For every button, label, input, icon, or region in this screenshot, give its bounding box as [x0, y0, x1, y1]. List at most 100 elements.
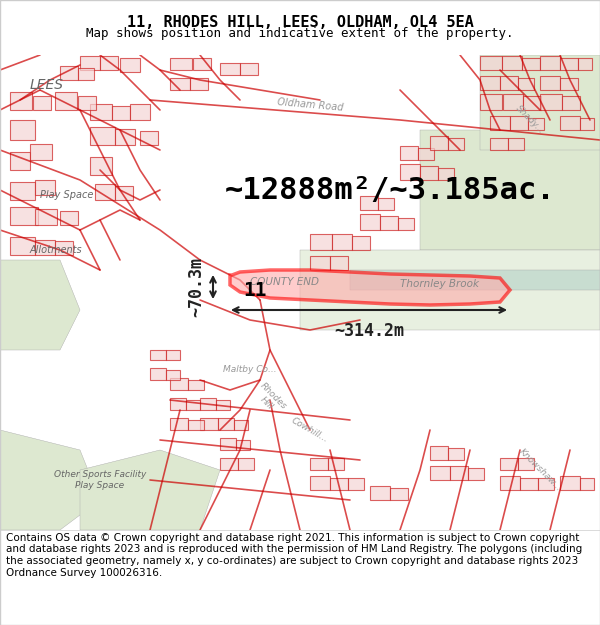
- Text: Allotments: Allotments: [30, 245, 83, 255]
- Bar: [538, 478, 554, 490]
- Bar: [200, 398, 216, 410]
- Bar: [398, 218, 414, 230]
- Bar: [115, 129, 135, 145]
- Bar: [380, 216, 398, 230]
- Bar: [540, 94, 562, 110]
- Bar: [188, 380, 204, 390]
- Bar: [120, 58, 140, 72]
- Bar: [540, 56, 560, 70]
- Bar: [78, 68, 94, 80]
- Bar: [480, 94, 502, 110]
- Text: ~314.2m: ~314.2m: [334, 322, 404, 340]
- Bar: [528, 118, 544, 130]
- Bar: [100, 56, 118, 70]
- Bar: [500, 476, 520, 490]
- Bar: [500, 76, 518, 90]
- Bar: [448, 448, 464, 460]
- Bar: [352, 236, 370, 250]
- Bar: [360, 196, 378, 210]
- Bar: [560, 476, 580, 490]
- Bar: [310, 256, 330, 270]
- Polygon shape: [300, 250, 600, 330]
- Text: Cowhill...: Cowhill...: [290, 416, 330, 444]
- Bar: [30, 144, 52, 160]
- Bar: [448, 138, 464, 150]
- Text: Shady...: Shady...: [514, 104, 546, 136]
- Bar: [216, 400, 230, 410]
- Bar: [10, 120, 35, 140]
- Bar: [510, 116, 528, 130]
- Bar: [522, 58, 540, 70]
- Bar: [190, 78, 208, 90]
- Bar: [35, 180, 55, 195]
- Bar: [430, 136, 448, 150]
- Bar: [90, 104, 112, 120]
- Bar: [170, 398, 186, 410]
- Bar: [560, 78, 578, 90]
- Bar: [348, 478, 364, 490]
- Bar: [508, 138, 524, 150]
- Bar: [468, 468, 484, 480]
- Text: LEES: LEES: [30, 78, 64, 92]
- Polygon shape: [420, 130, 600, 250]
- Bar: [55, 92, 77, 110]
- Bar: [480, 56, 502, 70]
- Text: ~12888m²/~3.185ac.: ~12888m²/~3.185ac.: [224, 176, 556, 204]
- Bar: [166, 350, 180, 360]
- Bar: [90, 157, 112, 175]
- Bar: [310, 476, 330, 490]
- Bar: [220, 438, 236, 450]
- Bar: [10, 207, 38, 225]
- Bar: [330, 256, 348, 270]
- Text: ~70.3m: ~70.3m: [187, 257, 205, 317]
- Bar: [112, 106, 130, 120]
- Bar: [400, 146, 418, 160]
- Bar: [115, 186, 133, 200]
- Bar: [140, 131, 158, 145]
- Polygon shape: [350, 270, 600, 290]
- Bar: [310, 234, 332, 250]
- Bar: [490, 138, 508, 150]
- Bar: [370, 486, 390, 500]
- Text: Other Sports Facility
Play Space: Other Sports Facility Play Space: [54, 470, 146, 490]
- Bar: [33, 96, 51, 110]
- Bar: [186, 400, 200, 410]
- Bar: [328, 458, 344, 470]
- Text: COUNTY END: COUNTY END: [251, 277, 320, 287]
- Text: Play Space: Play Space: [40, 190, 94, 200]
- Bar: [330, 478, 348, 490]
- Bar: [35, 240, 55, 255]
- Polygon shape: [230, 270, 510, 305]
- Bar: [170, 418, 188, 430]
- Polygon shape: [480, 55, 600, 150]
- Bar: [10, 152, 30, 170]
- Polygon shape: [0, 430, 100, 530]
- Bar: [80, 56, 100, 70]
- Bar: [310, 458, 328, 470]
- Bar: [170, 378, 188, 390]
- Bar: [540, 76, 560, 90]
- Bar: [430, 446, 448, 460]
- Bar: [55, 241, 73, 255]
- Bar: [360, 214, 380, 230]
- Bar: [420, 166, 438, 180]
- Bar: [220, 458, 238, 470]
- Bar: [500, 458, 518, 470]
- Text: Rhodes
Hill: Rhodes Hill: [251, 381, 289, 419]
- Bar: [234, 420, 248, 430]
- Bar: [378, 198, 394, 210]
- Bar: [150, 368, 166, 380]
- Text: Knowshaw...: Knowshaw...: [517, 447, 563, 493]
- Bar: [518, 458, 534, 470]
- Bar: [240, 63, 258, 75]
- Text: 11, RHODES HILL, LEES, OLDHAM, OL4 5EA: 11, RHODES HILL, LEES, OLDHAM, OL4 5EA: [127, 16, 473, 31]
- Bar: [450, 466, 468, 480]
- Bar: [200, 418, 218, 430]
- Bar: [166, 370, 180, 380]
- Bar: [580, 118, 594, 130]
- Bar: [10, 182, 35, 200]
- Text: Contains OS data © Crown copyright and database right 2021. This information is : Contains OS data © Crown copyright and d…: [6, 533, 582, 578]
- Bar: [430, 466, 450, 480]
- Bar: [130, 104, 150, 120]
- Text: Thornley Brook: Thornley Brook: [401, 279, 479, 289]
